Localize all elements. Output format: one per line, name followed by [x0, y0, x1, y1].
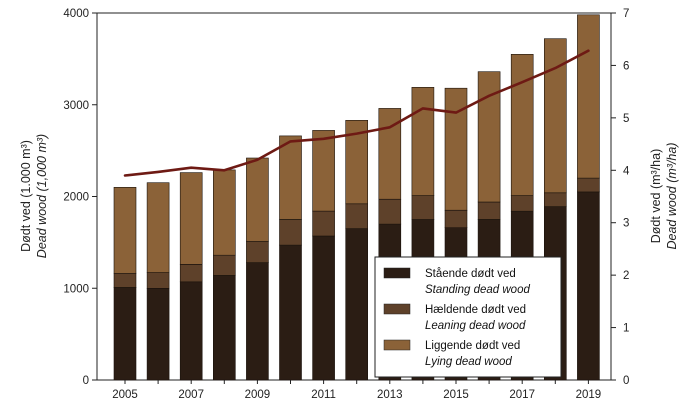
left-tick-label: 0	[83, 375, 89, 387]
left-axis-title-line2: Dead wood (1,000 m³)	[35, 134, 49, 258]
bar-lying-2019	[577, 14, 600, 179]
right-axis-title-line2: Dead wood (m³/ha)	[665, 143, 679, 250]
bar-leaning-2016	[477, 201, 501, 220]
density-line-group	[123, 49, 590, 177]
left-axis: 0 1000 2000 3000 4000	[63, 8, 97, 387]
x-tick-label: 2017	[509, 389, 535, 401]
bar-lying-2017	[510, 53, 534, 196]
bar-lying-2012	[345, 120, 369, 205]
bar-leaning-2009	[246, 241, 269, 263]
bar-leaning-2007	[179, 264, 203, 283]
legend-label-leaning-en: Leaning dead wood	[425, 320, 526, 332]
bar-lying-2009	[246, 157, 269, 242]
bar-standing-2005	[113, 286, 137, 381]
bar-standing-2008	[213, 275, 236, 381]
x-tick-label: 2019	[576, 389, 602, 401]
bar-leaning-2015	[444, 210, 468, 229]
bar-standing-2012	[345, 228, 369, 381]
bar-leaning-2014	[411, 195, 435, 220]
bar-leaning-2008	[213, 254, 236, 276]
bar-leaning-2012	[345, 203, 369, 229]
bar-lying-2018	[543, 38, 567, 194]
left-tick-label: 4000	[63, 8, 89, 20]
bar-lying-2011	[312, 130, 335, 212]
x-tick-label: 2015	[443, 389, 469, 401]
x-axis: 2005 2007 2009 2011 2013 2015 2017 2019	[112, 380, 601, 401]
right-tick-label: 6	[623, 60, 629, 72]
right-axis: 0 1 2 3 4 5 6 7	[611, 8, 630, 387]
right-tick-label: 7	[623, 8, 629, 20]
x-tick-label: 2009	[245, 389, 271, 401]
right-axis-title-line1: Dødt ved (m³/ha)	[649, 149, 663, 243]
right-tick-label: 3	[623, 218, 629, 230]
legend-label-leaning: Hældende dødt ved	[425, 304, 526, 316]
x-tick-label: 2011	[311, 389, 336, 401]
legend: Stående dødt ved Standing dead wood Hæld…	[374, 256, 562, 378]
bar-lying-2008	[213, 169, 236, 256]
left-tick-label: 1000	[63, 283, 89, 295]
legend-label-lying: Liggende dødt ved	[425, 340, 520, 352]
right-tick-label: 0	[623, 375, 629, 387]
bar-leaning-2006	[146, 272, 170, 289]
bar-standing-2006	[146, 287, 170, 381]
bar-leaning-2018	[543, 192, 567, 207]
bar-lying-2014	[411, 87, 435, 196]
bar-leaning-2013	[378, 199, 402, 225]
bar-lying-2013	[378, 108, 402, 200]
bar-leaning-2017	[510, 195, 534, 212]
legend-label-lying-en: Lying dead wood	[425, 356, 512, 368]
legend-swatch-leaning	[383, 303, 411, 315]
bar-lying-2006	[146, 182, 170, 273]
right-tick-label: 2	[623, 270, 629, 282]
legend-swatch-lying	[383, 339, 411, 351]
bar-standing-2011	[312, 235, 335, 381]
bar-leaning-2010	[279, 219, 302, 246]
left-axis-title-line1: Dødt ved (1.000 m³)	[19, 140, 33, 252]
x-tick-label: 2005	[112, 389, 138, 401]
right-tick-label: 4	[623, 165, 630, 177]
bar-standing-2007	[179, 281, 203, 381]
legend-swatch-standing	[383, 267, 411, 279]
right-tick-label: 5	[623, 113, 629, 125]
x-tick-label: 2007	[178, 389, 204, 401]
legend-label-standing-en: Standing dead wood	[425, 284, 530, 296]
bar-leaning-2011	[312, 210, 335, 237]
density-line	[123, 49, 590, 177]
bar-lying-2005	[113, 187, 137, 274]
bar-standing-2019	[577, 191, 600, 381]
bar-lying-2015	[444, 87, 468, 211]
x-tick-label: 2013	[377, 389, 403, 401]
bar-lying-2010	[279, 135, 302, 220]
bar-leaning-2005	[113, 273, 137, 288]
bar-lying-2016	[477, 71, 501, 203]
left-tick-label: 3000	[63, 100, 89, 112]
bar-lying-2007	[179, 172, 203, 265]
left-tick-label: 2000	[63, 192, 89, 204]
bar-leaning-2019	[577, 177, 600, 193]
legend-label-standing: Stående dødt ved	[425, 268, 516, 280]
right-tick-label: 1	[623, 323, 629, 335]
bar-standing-2009	[246, 262, 269, 381]
bar-standing-2010	[279, 244, 302, 381]
